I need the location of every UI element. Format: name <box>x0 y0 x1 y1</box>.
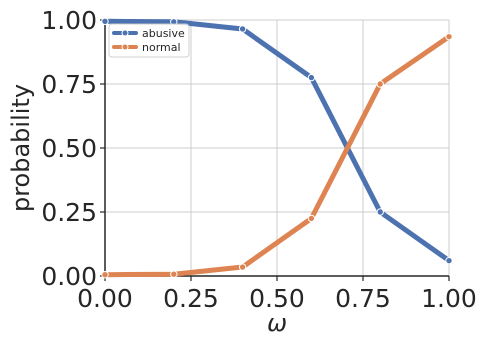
data-point-abusive <box>307 73 316 82</box>
legend-label-abusive: abusive <box>142 27 185 40</box>
series-lines <box>101 17 453 279</box>
y-tick-label: 0.75 <box>41 70 97 99</box>
x-axis-label: ω <box>267 309 287 337</box>
data-point-abusive <box>445 256 453 265</box>
series-line-abusive <box>102 18 452 264</box>
data-point-normal <box>376 80 384 88</box>
tick-labels: 0.00 0.25 0.50 0.75 1.00 0.00 0.25 0.50 0.75 1.00 <box>41 6 477 313</box>
data-point-normal <box>238 263 247 271</box>
x-tick-label: 0.00 <box>77 284 133 313</box>
data-point-normal <box>101 271 109 279</box>
legend-label-normal: normal <box>142 41 181 54</box>
data-point-abusive <box>238 25 247 33</box>
data-point-abusive <box>101 17 109 25</box>
data-point-normal <box>307 214 316 223</box>
data-point-normal <box>445 32 453 41</box>
data-point-abusive <box>376 208 384 216</box>
x-tick-label: 0.50 <box>249 284 305 313</box>
series-line-normal <box>102 34 452 278</box>
x-tick-label: 1.00 <box>421 284 477 313</box>
legend-marker-abusive <box>121 29 129 37</box>
x-tick-label: 0.75 <box>335 284 391 313</box>
x-tick-label: 0.25 <box>163 284 219 313</box>
grid <box>104 19 450 277</box>
y-tick-label: 1.00 <box>41 6 97 35</box>
data-point-normal <box>170 270 178 278</box>
y-tick-label: 0.25 <box>41 198 97 227</box>
y-tick-label: 0.00 <box>41 262 97 291</box>
y-axis-label: probability <box>7 84 35 212</box>
legend-marker-normal <box>121 43 129 51</box>
y-tick-label: 0.50 <box>41 134 97 163</box>
